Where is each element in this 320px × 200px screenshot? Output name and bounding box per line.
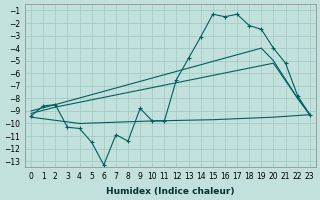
X-axis label: Humidex (Indice chaleur): Humidex (Indice chaleur) (106, 187, 235, 196)
